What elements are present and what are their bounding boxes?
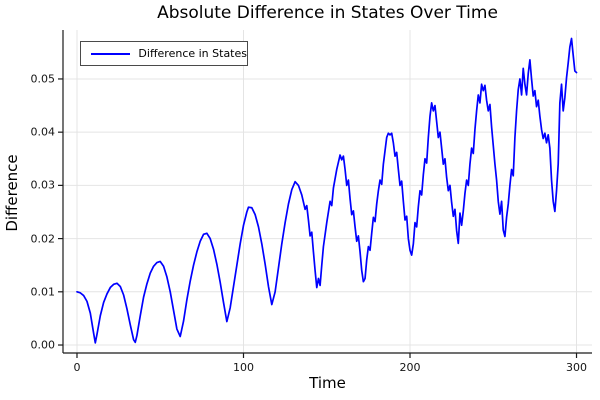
data-line — [76, 37, 578, 344]
axis-ticks — [58, 78, 578, 358]
chart-title: Absolute Difference in States Over Time — [157, 3, 498, 23]
x-axis-label: Time — [309, 374, 346, 392]
y-tick-label: 0.01 — [30, 285, 56, 299]
gridlines — [63, 30, 592, 353]
y-tick-label: 0.05 — [30, 72, 56, 86]
y-tick-label: 0.00 — [30, 338, 56, 352]
x-tick-label: 300 — [566, 361, 587, 374]
legend: Difference in States — [80, 41, 248, 66]
legend-line-sample-icon — [91, 52, 131, 55]
x-tick-label: 100 — [232, 361, 254, 374]
y-tick-label: 0.03 — [30, 178, 56, 192]
y-tick-label: 0.04 — [30, 125, 56, 139]
x-tick-label: 200 — [399, 361, 421, 374]
x-tick-label: 0 — [73, 361, 81, 374]
axis-spines — [62, 30, 592, 354]
y-axis-label: Difference — [3, 154, 21, 232]
y-tick-label: 0.02 — [30, 232, 56, 246]
legend-entry-label: Difference in States — [138, 47, 247, 60]
